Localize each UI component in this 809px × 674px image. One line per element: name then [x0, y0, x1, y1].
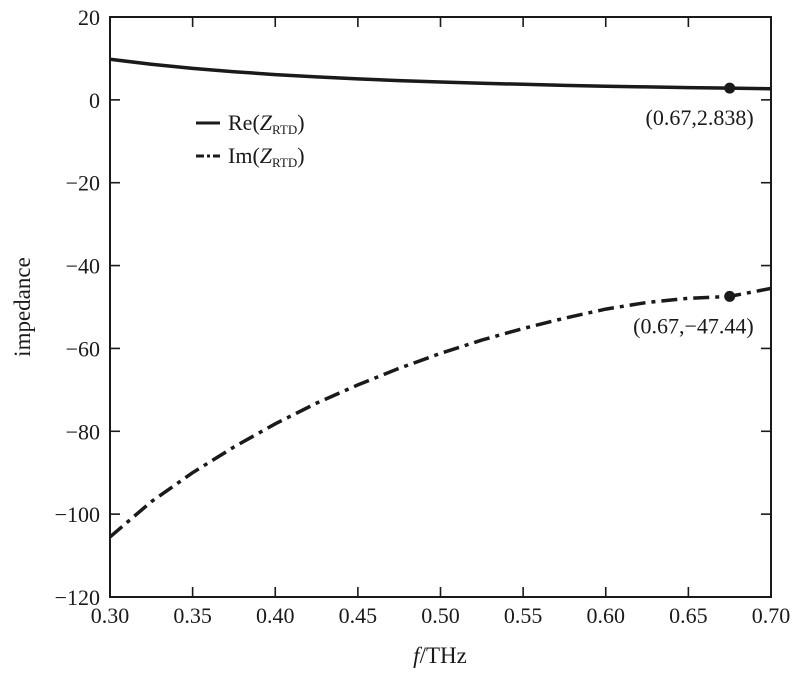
y-tick-label: −60: [66, 336, 100, 361]
y-tick-label: −120: [55, 585, 100, 610]
series-re-line: [109, 57, 772, 91]
series-lines: [108, 57, 772, 539]
y-tick-label: −80: [66, 419, 100, 444]
legend: Re(ZRTD) Im(ZRTD): [196, 110, 305, 170]
x-tick-label: 0.30: [91, 603, 130, 628]
series-im-line: [108, 286, 772, 539]
x-axis-title-italic: f: [413, 643, 423, 668]
y-tick-label: −40: [66, 254, 100, 279]
x-axis-title-unit: /THz: [420, 643, 467, 668]
axis-ticks: [109, 16, 772, 598]
x-tick-label: 0.45: [339, 603, 378, 628]
y-tick-label: 0: [89, 88, 100, 113]
x-tick-label: 0.40: [256, 603, 295, 628]
x-tick-label: 0.35: [173, 603, 212, 628]
annotation-point: [724, 290, 736, 302]
legend-label: Re(ZRTD): [228, 110, 305, 137]
plot-frame: [109, 16, 772, 598]
y-axis-title: impedance: [10, 257, 35, 357]
x-axis-title: f/THz: [413, 643, 467, 668]
annotation-label: (0.67,2.838): [646, 105, 754, 130]
x-tick-label: 0.55: [504, 603, 543, 628]
x-tick-label: 0.70: [752, 603, 791, 628]
annotation-point: [724, 82, 736, 94]
x-tick-label: 0.60: [587, 603, 626, 628]
y-tick-label: −20: [66, 171, 100, 196]
y-tick-label: −100: [55, 502, 100, 527]
annotation-markers: (0.67,2.838) (0.67,−47.44): [633, 82, 754, 338]
x-tick-label: 0.50: [421, 603, 460, 628]
legend-label: Im(ZRTD): [228, 143, 305, 170]
y-tick-label: 20: [78, 5, 100, 30]
annotation-label: (0.67,−47.44): [633, 313, 754, 338]
tick-labels: 0.30 0.35 0.40 0.45 0.50 0.55 0.60 0.65 0.70 20 0 −…: [55, 5, 791, 628]
x-tick-label: 0.65: [669, 603, 708, 628]
